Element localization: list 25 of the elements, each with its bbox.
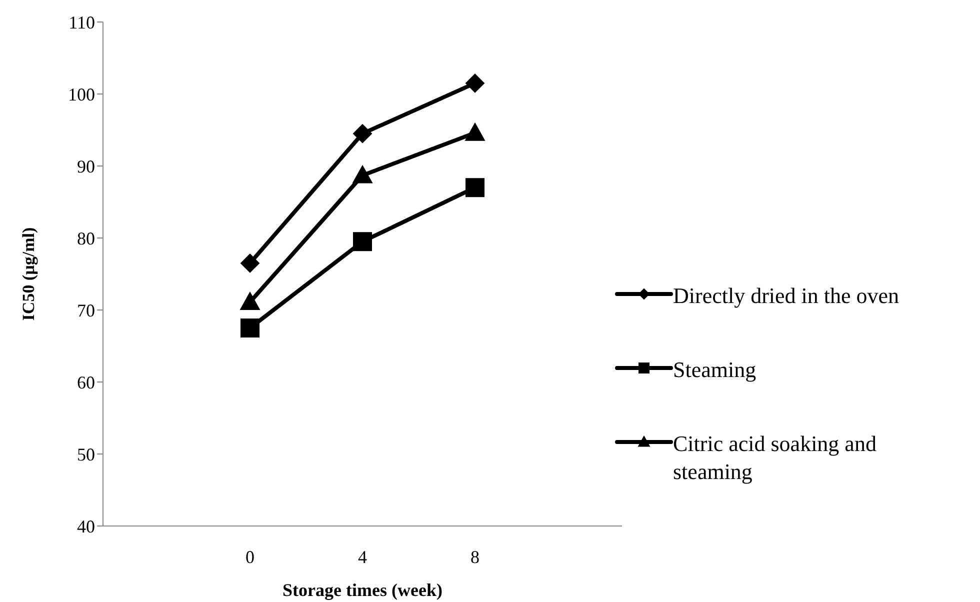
point — [240, 318, 260, 338]
y-tick-label: 50 — [77, 444, 95, 464]
y-tick-label: 80 — [77, 228, 95, 248]
x-tick-label: 4 — [358, 546, 367, 567]
legend-label: Directly dried in the oven — [673, 282, 900, 310]
x-tick-label: 8 — [470, 546, 480, 567]
point — [466, 74, 484, 93]
x-tick-label: 0 — [246, 546, 254, 567]
point — [465, 123, 485, 141]
point — [240, 292, 260, 310]
y-tick-label: 100 — [68, 84, 95, 104]
y-tick-label: 60 — [77, 372, 95, 392]
point — [353, 232, 372, 252]
point — [352, 166, 372, 184]
point — [466, 178, 484, 198]
point — [240, 254, 260, 273]
y-axis-title: IC50 (µg/ml) — [19, 227, 38, 321]
legend-label: Steaming — [673, 356, 758, 384]
y-tick-label: 90 — [77, 156, 95, 176]
y-tick-label: 70 — [77, 300, 95, 320]
point — [353, 124, 372, 144]
x-axis-title: Storage times (week) — [282, 580, 442, 600]
legend-label: Citric acid soaking and steaming — [673, 430, 878, 486]
y-tick-label: 110 — [68, 12, 95, 32]
y-tick-label: 40 — [77, 516, 95, 536]
